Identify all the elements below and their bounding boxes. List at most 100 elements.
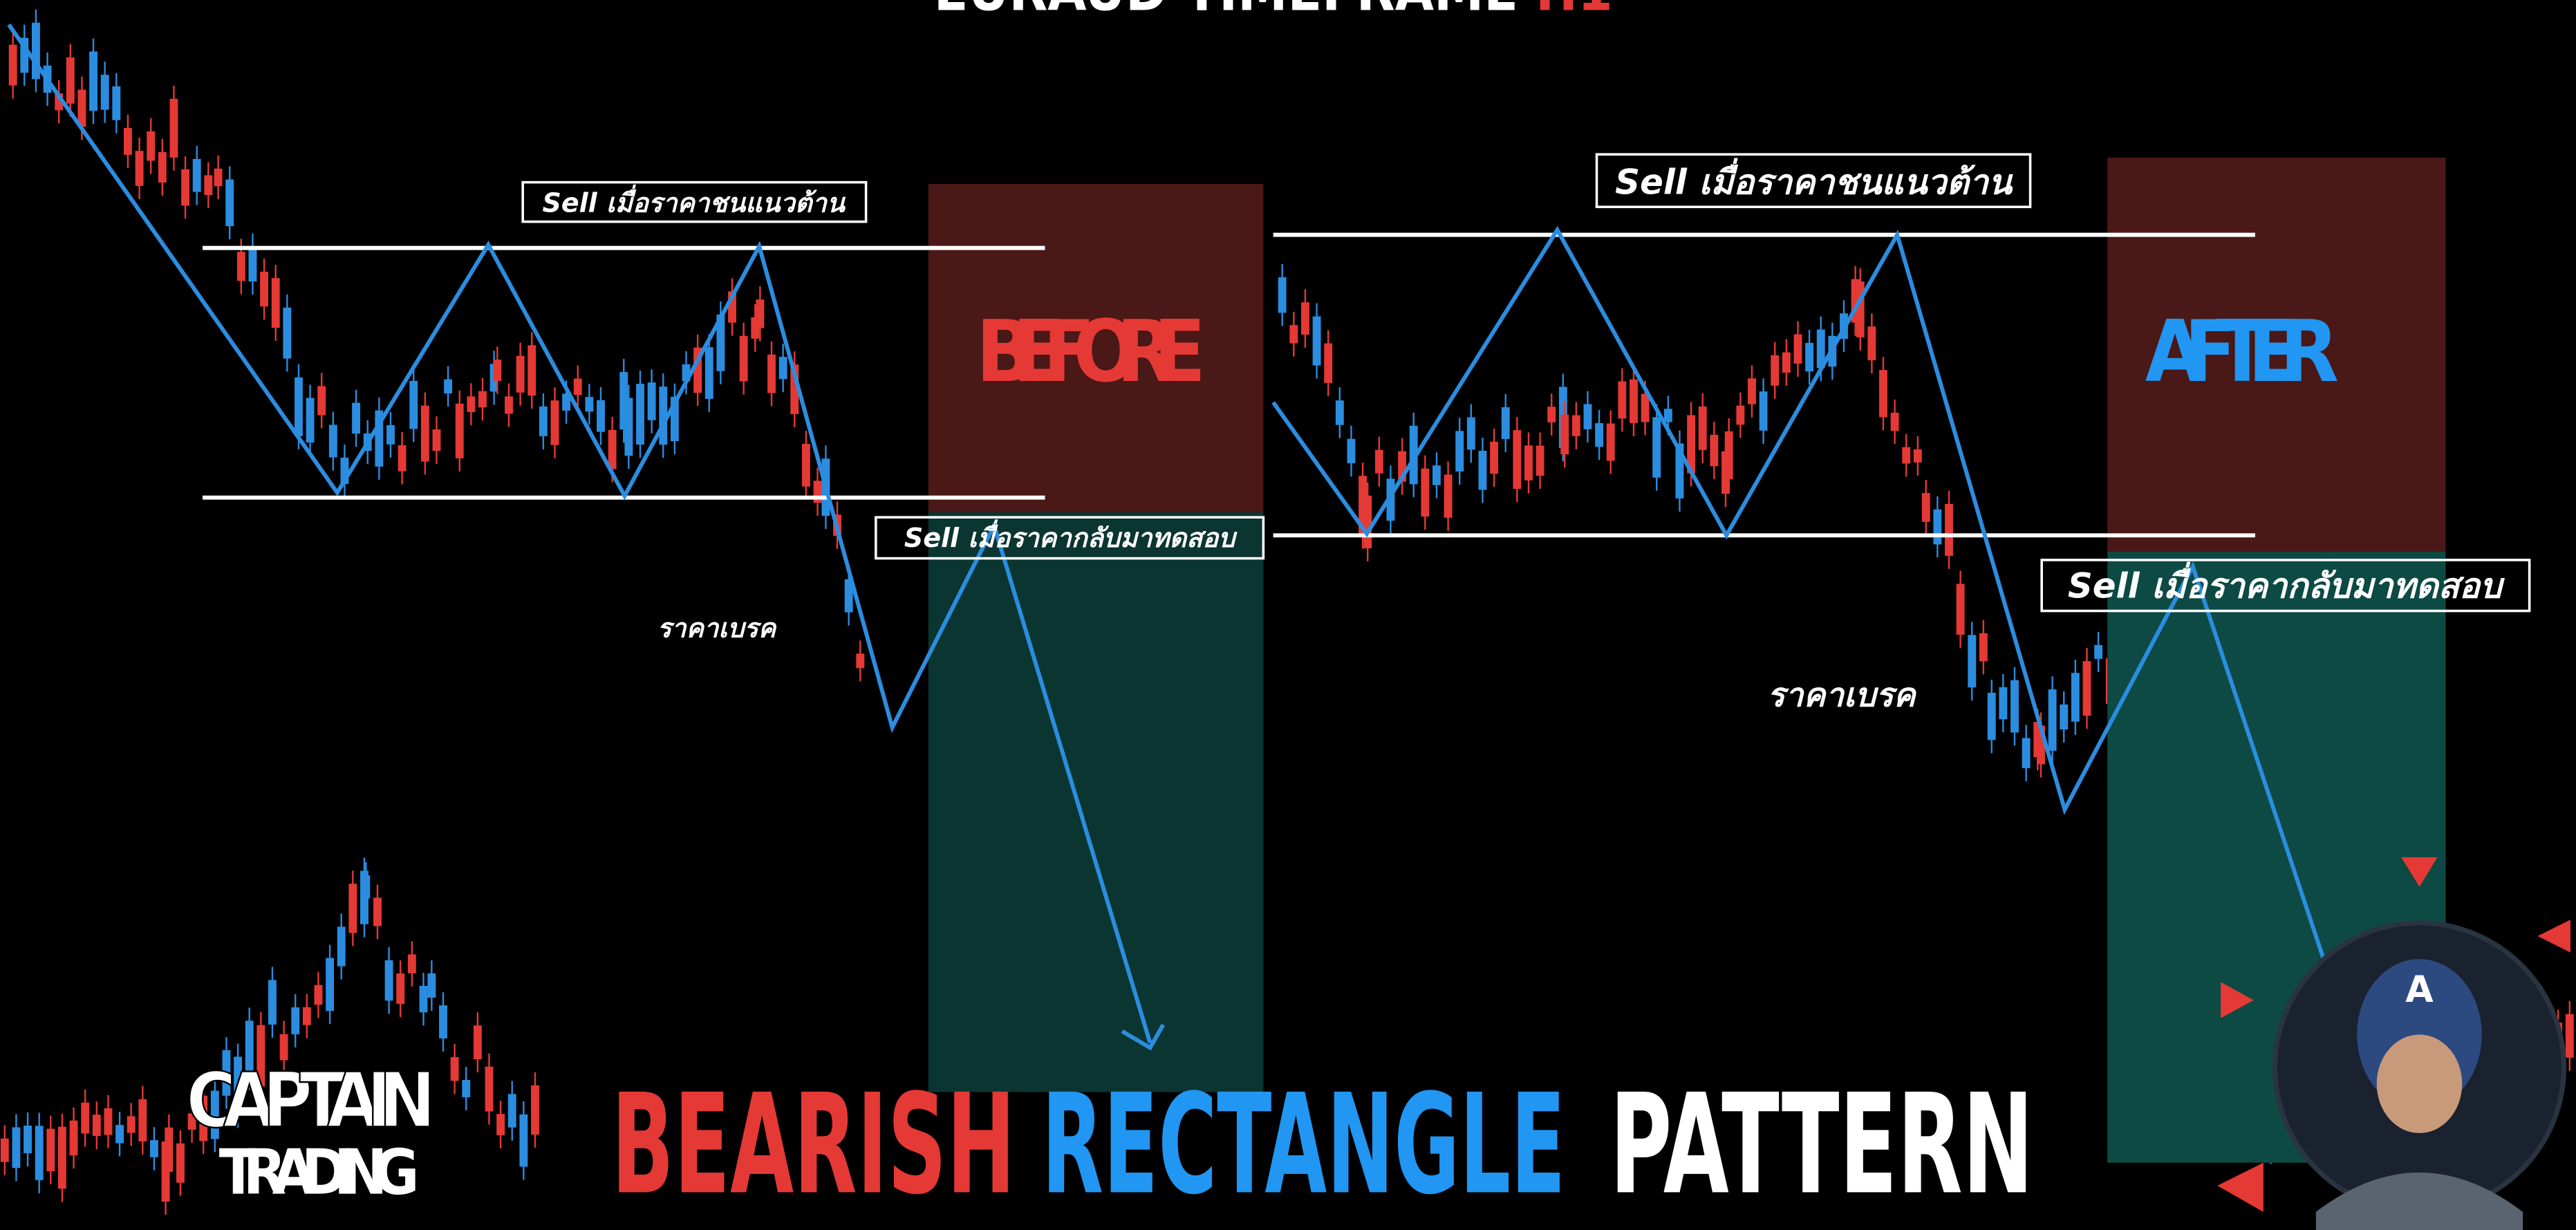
candle-body xyxy=(408,954,416,973)
title-timeframe: H1 xyxy=(1536,0,1612,24)
candle-body xyxy=(1968,635,1976,687)
candle-body xyxy=(170,99,178,158)
candle-body xyxy=(362,875,370,899)
candle-body xyxy=(409,381,418,429)
profit-zone xyxy=(928,512,1264,1092)
candle-body xyxy=(1782,353,1791,373)
candle-body xyxy=(181,169,189,206)
candle-body xyxy=(856,653,864,668)
candle-body xyxy=(127,1116,136,1133)
candle-body xyxy=(1536,446,1544,476)
candle-body xyxy=(2048,689,2057,751)
candle-body xyxy=(433,429,441,451)
candle-body xyxy=(1347,439,1356,463)
candle-body xyxy=(1278,277,1287,313)
candle-body xyxy=(1867,326,1876,360)
candle-body xyxy=(136,151,144,186)
candle-body xyxy=(1979,633,1988,661)
candle-body xyxy=(165,1128,173,1172)
candle-body xyxy=(1479,451,1487,490)
candle-body xyxy=(1524,445,1533,480)
candle-body xyxy=(2083,661,2091,716)
candle-body xyxy=(272,278,280,328)
candle-body xyxy=(451,1057,459,1081)
candle-body xyxy=(1421,469,1429,516)
candle-body xyxy=(1375,450,1383,474)
candle-body xyxy=(66,57,75,104)
candle-body xyxy=(1,1139,9,1162)
candle-body xyxy=(225,180,234,227)
candle-body xyxy=(1710,435,1718,466)
candle-body xyxy=(317,386,326,415)
candle-body xyxy=(1313,317,1321,366)
candle-body xyxy=(1560,415,1569,455)
candle-body xyxy=(1301,302,1309,335)
retest-note: Sell เมื่อราคากลับมาทดสอบ xyxy=(2068,561,2505,606)
candle-body xyxy=(1630,380,1638,423)
candle-body xyxy=(147,131,155,161)
candle-body xyxy=(124,128,132,155)
candle-body xyxy=(1805,343,1813,371)
candle-body xyxy=(516,356,525,393)
candle-body xyxy=(176,1144,185,1183)
candle-body xyxy=(608,430,617,469)
candle-body xyxy=(519,1115,528,1167)
candle-body xyxy=(740,336,748,382)
candle-body xyxy=(467,396,475,412)
candle-body xyxy=(528,345,536,395)
candle-body xyxy=(597,400,605,432)
candle-body xyxy=(1502,407,1510,439)
candle-body xyxy=(421,406,429,462)
candle-body xyxy=(1699,407,1707,450)
candle-body xyxy=(1595,423,1603,447)
candle-body xyxy=(352,403,360,434)
candle-body xyxy=(315,985,323,1005)
break-note: ราคาเบรค xyxy=(657,613,777,644)
candle-body xyxy=(2010,680,2019,733)
resistance-note: Sell เมื่อราคาชนแนวต้าน xyxy=(543,184,846,218)
candle-body xyxy=(1856,281,1865,337)
candle-body xyxy=(1945,504,1953,556)
candle-body xyxy=(1363,496,1372,548)
candle-body xyxy=(398,445,407,472)
candle-body xyxy=(1879,370,1887,417)
candle-body xyxy=(112,86,120,120)
candle-body xyxy=(705,347,713,399)
candle-body xyxy=(260,272,268,306)
candle-body xyxy=(439,1005,447,1038)
candle-body xyxy=(531,1085,539,1135)
candle-body xyxy=(386,425,395,445)
candle-body xyxy=(1336,400,1344,425)
candle-body xyxy=(1572,416,1580,436)
candle-body xyxy=(9,45,17,86)
candle-body xyxy=(89,51,97,111)
candle-body xyxy=(81,1103,89,1134)
candle-body xyxy=(585,397,593,411)
headline-word: BEARISH xyxy=(611,1065,1015,1225)
candle-body xyxy=(396,973,404,1004)
candle-body xyxy=(2022,738,2031,768)
candle-body xyxy=(1652,417,1661,477)
candle-body xyxy=(385,960,393,1000)
candle-body xyxy=(505,396,513,413)
candle-body xyxy=(496,1114,505,1135)
candle-body xyxy=(2060,705,2068,729)
candle-body xyxy=(303,1007,311,1025)
candle-body xyxy=(1444,474,1453,517)
candle-body xyxy=(474,1025,482,1059)
candle-body xyxy=(193,159,201,192)
candle-body xyxy=(1467,418,1475,450)
candle-body xyxy=(1584,404,1592,429)
candle-body xyxy=(456,404,464,458)
candle-body xyxy=(444,380,452,393)
candle-body xyxy=(779,357,787,379)
candle-body xyxy=(1988,693,1996,740)
candle-body xyxy=(348,884,357,933)
candle-body xyxy=(462,1080,470,1097)
candle-body xyxy=(636,384,644,445)
candle-body xyxy=(138,1099,147,1142)
title: EURAUD TIMEFRAME H1 xyxy=(934,0,1613,24)
panel-label: BEFORE xyxy=(976,302,1206,402)
candle-body xyxy=(427,973,436,998)
candle-body xyxy=(1891,413,1899,431)
